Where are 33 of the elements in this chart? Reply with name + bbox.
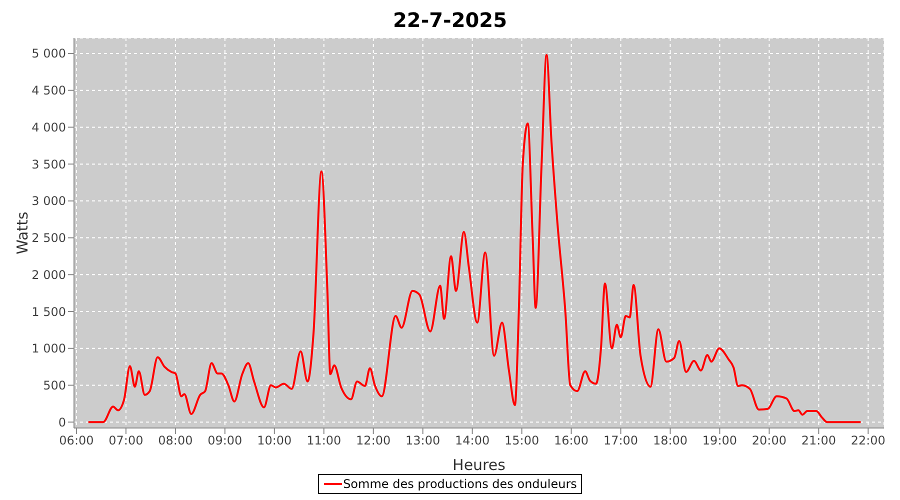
y-tick-label: 5 000 xyxy=(32,46,66,61)
x-tick-label: 16:00 xyxy=(554,434,589,448)
x-tick-label: 17:00 xyxy=(603,434,638,448)
x-tick-label: 18:00 xyxy=(652,434,688,448)
x-tick-label: 20:00 xyxy=(752,434,786,448)
x-tick-label: 22:00 xyxy=(850,434,886,448)
x-tick-label: 09:00 xyxy=(208,434,242,448)
x-tick-label: 13:00 xyxy=(406,434,440,448)
x-tick-label: 19:00 xyxy=(702,434,738,448)
x-tick-label: 10:00 xyxy=(257,434,292,448)
y-axis-title: Watts xyxy=(13,212,32,254)
x-tick-label: 15:00 xyxy=(504,434,540,448)
x-tick-label: 11:00 xyxy=(306,434,342,448)
y-tick-label: 4 000 xyxy=(32,120,66,134)
x-tick-label: 14:00 xyxy=(455,434,490,448)
y-tick-label: 3 500 xyxy=(32,157,66,172)
y-tick-label: 1 500 xyxy=(32,304,66,319)
y-tick-label: 3 000 xyxy=(32,194,66,208)
x-axis-title: Heures xyxy=(452,456,506,474)
legend-label: Somme des productions des onduleurs xyxy=(343,477,577,491)
chart-title: 22-7-2025 xyxy=(392,8,508,34)
y-tick-label: 0 xyxy=(58,415,66,430)
y-tick-label: 500 xyxy=(43,378,66,392)
line-series xyxy=(87,54,862,424)
x-tick-label: 07:00 xyxy=(108,434,144,448)
y-tick-label: 4 500 xyxy=(32,84,66,98)
y-tick-label: 2 000 xyxy=(32,268,66,282)
x-tick-label: 08:00 xyxy=(158,434,193,448)
x-tick-label: 12:00 xyxy=(356,434,391,448)
y-tick-label: 2 500 xyxy=(32,231,66,246)
x-tick-label: 21:00 xyxy=(801,434,836,448)
x-tick-label: 06:00 xyxy=(59,434,94,448)
y-tick-label: 1 000 xyxy=(32,342,66,356)
